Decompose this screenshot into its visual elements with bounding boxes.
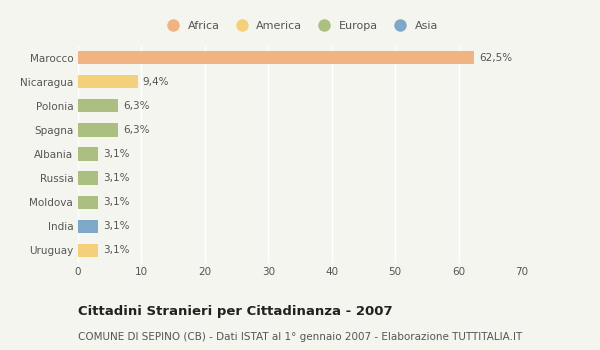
Text: 6,3%: 6,3% [123,101,149,111]
Text: Cittadini Stranieri per Cittadinanza - 2007: Cittadini Stranieri per Cittadinanza - 2… [78,304,392,317]
Bar [78,220,98,233]
Bar [78,75,137,88]
Text: 62,5%: 62,5% [479,52,512,63]
Text: 3,1%: 3,1% [103,197,129,207]
Bar [78,244,98,257]
Text: 3,1%: 3,1% [103,245,129,256]
Text: 3,1%: 3,1% [103,173,129,183]
Bar [78,123,118,136]
Bar [78,196,98,209]
Bar [78,51,475,64]
Text: COMUNE DI SEPINO (CB) - Dati ISTAT al 1° gennaio 2007 - Elaborazione TUTTITALIA.: COMUNE DI SEPINO (CB) - Dati ISTAT al 1°… [78,332,522,343]
Text: 3,1%: 3,1% [103,149,129,159]
Bar [78,147,98,161]
Bar [78,99,118,112]
Legend: Africa, America, Europa, Asia: Africa, America, Europa, Asia [157,16,443,35]
Bar [78,172,98,185]
Text: 3,1%: 3,1% [103,221,129,231]
Text: 6,3%: 6,3% [123,125,149,135]
Text: 9,4%: 9,4% [143,77,169,87]
